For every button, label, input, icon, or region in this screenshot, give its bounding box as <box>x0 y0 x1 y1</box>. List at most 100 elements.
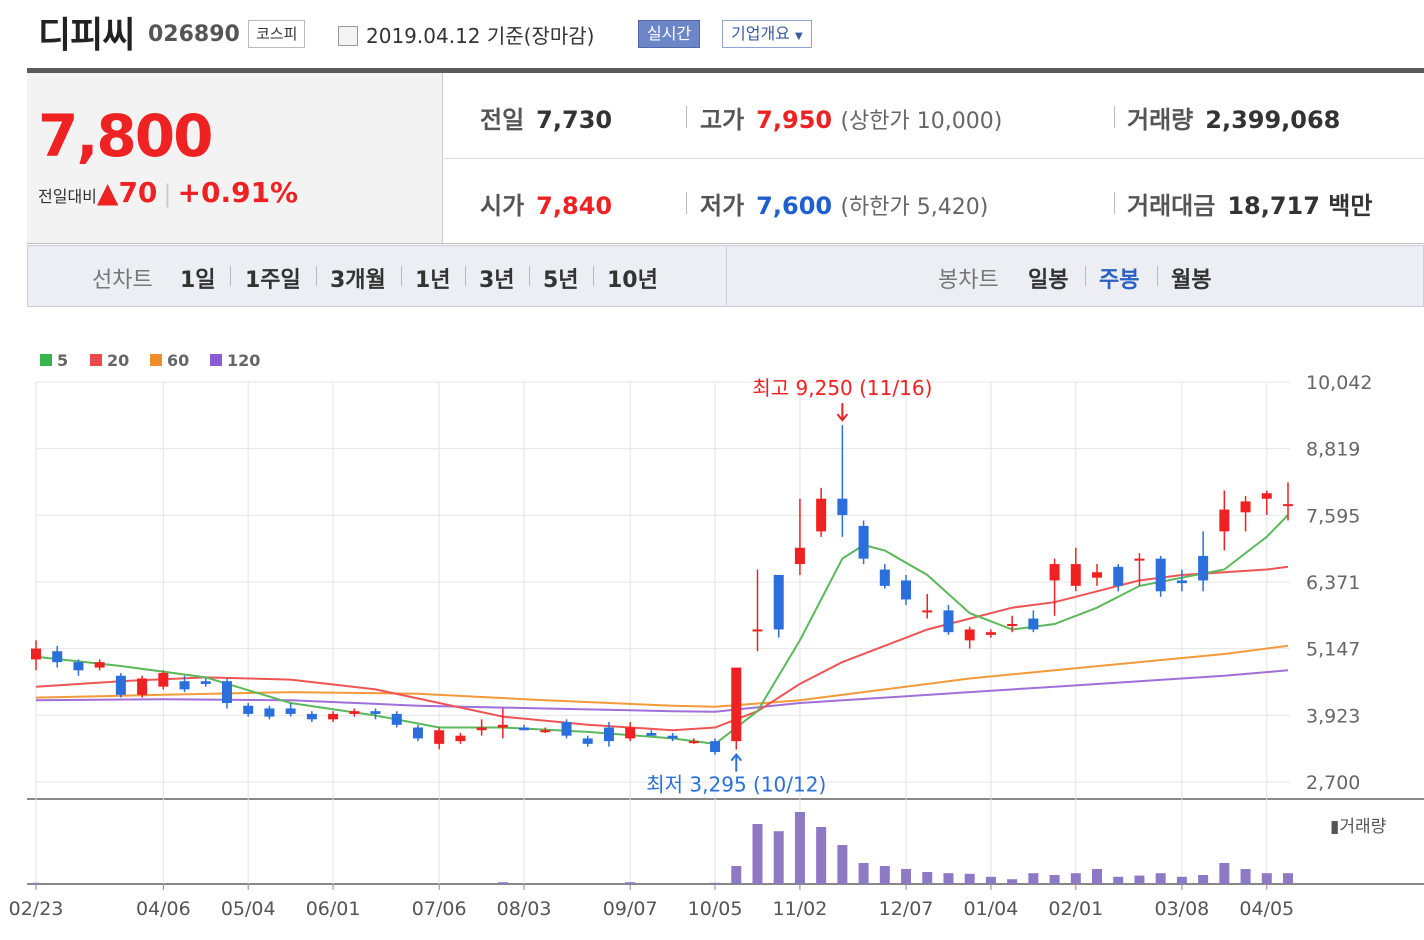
x-tick-label: 04/06 <box>136 898 191 920</box>
candle-body <box>1198 555 1209 581</box>
stat-divider <box>1114 106 1115 128</box>
candle-body <box>1049 564 1060 581</box>
base-date: 2019.04.12 기준(장마감) <box>366 24 595 48</box>
tab-1year[interactable]: 1년 <box>415 268 451 293</box>
ma20-line <box>35 565 1289 732</box>
market-badge: 코스피 <box>248 20 306 48</box>
candle-body <box>858 525 869 559</box>
annotation-low: 최저 3,295 (10/12) <box>646 773 826 797</box>
lower-limit: (하한가 5,420) <box>840 195 989 220</box>
candle-body <box>434 730 445 744</box>
candle-body <box>221 681 232 704</box>
volume-bar <box>901 869 912 884</box>
candle-body <box>582 738 593 744</box>
y-tick-label: 7,595 <box>1306 505 1360 527</box>
candle-body <box>519 727 530 731</box>
candle-body <box>667 735 678 739</box>
x-tick-label: 02/01 <box>1048 898 1103 920</box>
candle-body <box>1176 580 1187 584</box>
line-chart-label: 선차트 <box>92 268 153 293</box>
tab-weekly[interactable]: 주봉 <box>1099 268 1140 293</box>
candle-body <box>1028 618 1039 630</box>
y-tick-label: 8,819 <box>1306 439 1360 461</box>
tab-daily[interactable]: 일봉 <box>1028 268 1069 293</box>
volume-bar <box>1113 876 1124 884</box>
legend-swatch <box>40 354 52 366</box>
volume-bar <box>1198 875 1209 884</box>
candle-body <box>94 662 105 668</box>
change-amount: 70 <box>118 176 158 209</box>
volume-bar <box>837 845 848 884</box>
candle-body <box>964 629 975 641</box>
company-overview-dropdown[interactable]: 기업개요 ▼ <box>722 20 812 48</box>
prev-close-value: 7,730 <box>536 106 613 134</box>
high-value: 7,950 <box>756 106 833 134</box>
candle-body <box>1155 558 1166 592</box>
amount-label: 거래대금 <box>1127 192 1216 220</box>
volume-bar <box>731 866 742 884</box>
tab-monthly[interactable]: 월봉 <box>1171 268 1212 293</box>
x-tick-label: 10/05 <box>688 898 743 920</box>
price-box <box>27 73 443 243</box>
annotation-high: 최고 9,250 (11/16) <box>752 376 932 400</box>
candle-body <box>1134 558 1145 561</box>
volume-bar <box>1261 873 1272 884</box>
candle-body <box>73 662 84 671</box>
ma60-line <box>35 644 1289 708</box>
volume-bar <box>497 882 508 884</box>
company-overview-label: 기업개요 <box>731 24 790 43</box>
x-tick-label: 03/08 <box>1155 898 1210 920</box>
candle-body <box>646 732 657 736</box>
tab-3month[interactable]: 3개월 <box>330 268 386 293</box>
stats-bottom-divider <box>27 243 1424 244</box>
y-tick-label: 2,700 <box>1306 772 1360 794</box>
candle-chart-label: 봉차트 <box>938 268 999 293</box>
legend-label: 20 <box>107 351 129 370</box>
candle-body <box>561 722 572 736</box>
stat-divider <box>1114 192 1115 214</box>
candle-body <box>370 711 381 714</box>
tab-1day[interactable]: 1일 <box>180 268 216 293</box>
candle-body <box>985 632 996 635</box>
tab-divider <box>593 266 594 286</box>
tab-divider <box>230 266 231 286</box>
tab-1week[interactable]: 1주일 <box>245 268 301 293</box>
up-arrow-icon: ▲ <box>96 176 119 209</box>
tab-divider <box>1085 266 1086 286</box>
amount-value: 18,717 백만 <box>1227 192 1373 220</box>
candle-body <box>879 569 890 586</box>
volume-bar <box>1219 863 1230 884</box>
stat-divider <box>686 106 687 128</box>
tab-divider <box>465 266 466 286</box>
tab-divider <box>401 266 402 286</box>
x-tick-label: 09/07 <box>603 898 658 920</box>
stock-name: 디피씨 <box>38 15 135 56</box>
y-tick-label: 6,371 <box>1306 572 1360 594</box>
stat-low: 저가 7,600 (하한가 5,420) <box>700 186 988 221</box>
x-tick-label: 07/06 <box>412 898 467 920</box>
volume-bar <box>816 827 827 884</box>
tab-10year[interactable]: 10년 <box>607 268 658 293</box>
volume-bar <box>1070 873 1081 884</box>
open-label: 시가 <box>480 192 525 220</box>
tab-group-divider <box>726 245 727 305</box>
tab-3year[interactable]: 3년 <box>479 268 515 293</box>
y-tick-label: 3,923 <box>1306 705 1360 727</box>
tab-5year[interactable]: 5년 <box>543 268 579 293</box>
candle-body <box>179 681 190 690</box>
prev-close-label: 전일 <box>480 106 525 134</box>
candle-body <box>1219 509 1230 532</box>
candle-body <box>922 610 933 613</box>
annotation-high-arrowhead <box>836 413 849 422</box>
stat-divider <box>686 192 687 214</box>
x-tick-label: 02/23 <box>9 898 64 920</box>
candle-body <box>837 498 848 516</box>
stat-open: 시가 7,840 <box>480 186 612 221</box>
candle-body <box>1261 493 1272 499</box>
realtime-button[interactable]: 실시간 <box>638 20 701 48</box>
x-tick-label: 04/05 <box>1239 898 1294 920</box>
candle-body <box>943 610 954 633</box>
x-tick-label: 08/03 <box>497 898 552 920</box>
y-tick-label: 10,042 <box>1306 372 1372 394</box>
legend-swatch <box>150 354 162 366</box>
